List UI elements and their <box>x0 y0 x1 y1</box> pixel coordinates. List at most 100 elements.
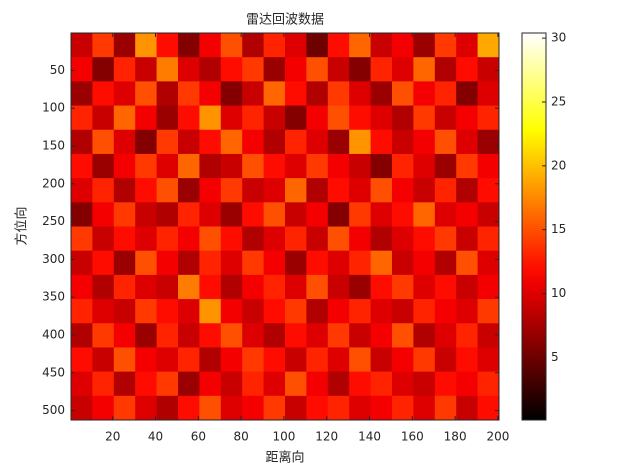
heatmap-cell <box>178 347 200 373</box>
y-tick-label: 450 <box>42 365 65 379</box>
heatmap-cell <box>220 81 243 107</box>
heatmap-cell <box>242 347 265 373</box>
heatmap-cell <box>327 57 350 82</box>
heatmap-cell <box>156 105 179 131</box>
colorbar-tick-label: 10 <box>551 286 566 300</box>
heatmap-cell <box>392 250 414 276</box>
heatmap-cell <box>71 57 93 82</box>
heatmap-cell <box>156 153 179 179</box>
heatmap-cell <box>220 274 243 300</box>
heatmap-cell <box>242 323 265 348</box>
heatmap-cell <box>220 153 243 179</box>
heatmap-cell <box>135 202 158 227</box>
heatmap-cell <box>113 250 136 276</box>
heatmap-cell <box>349 323 372 348</box>
heatmap-cell <box>242 250 265 276</box>
colorbar-tick-label: 30 <box>551 31 566 45</box>
heatmap-cell <box>456 81 479 107</box>
heatmap-cell <box>392 347 414 373</box>
heatmap-cell <box>285 57 307 82</box>
heatmap-cell <box>434 250 457 276</box>
heatmap-cell <box>178 81 200 107</box>
heatmap-cell <box>92 129 115 155</box>
heatmap-cell <box>434 299 457 324</box>
y-tick-label: 200 <box>42 176 65 190</box>
x-axis-label: 距离向 <box>265 450 304 466</box>
heatmap-cell <box>199 81 222 107</box>
heatmap-cell <box>306 178 329 203</box>
heatmap-cell <box>92 395 115 421</box>
x-tick-label: 60 <box>191 430 206 444</box>
heatmap-cell <box>434 347 457 373</box>
heatmap-cell <box>392 299 414 324</box>
heatmap-cell <box>477 274 500 300</box>
heatmap-cell <box>156 371 179 397</box>
heatmap-cell <box>456 105 479 131</box>
heatmap-cell <box>92 371 115 397</box>
heatmap-cell <box>135 153 158 179</box>
heatmap-cell <box>156 178 179 203</box>
heatmap-cell <box>263 105 286 131</box>
heatmap-cell <box>327 33 350 58</box>
heatmap-cell <box>242 105 265 131</box>
heatmap-cell <box>199 395 222 421</box>
heatmap-cell <box>306 299 329 324</box>
heatmap-cell <box>263 81 286 107</box>
y-tick-label: 350 <box>42 290 65 304</box>
heatmap-cell <box>349 153 372 179</box>
heatmap-cell <box>135 57 158 82</box>
heatmap-cell <box>242 153 265 179</box>
heatmap-cell <box>263 153 286 179</box>
heatmap-cell <box>327 178 350 203</box>
heatmap-cell <box>113 323 136 348</box>
heatmap-cell <box>477 33 500 58</box>
heatmap-cell <box>242 371 265 397</box>
heatmap <box>71 33 500 421</box>
heatmap-cell <box>349 347 372 373</box>
heatmap-cell <box>434 129 457 155</box>
heatmap-cell <box>327 371 350 397</box>
heatmap-cell <box>220 347 243 373</box>
heatmap-cell <box>285 299 307 324</box>
heatmap-cell <box>370 153 393 179</box>
heatmap-cell <box>413 153 436 179</box>
heatmap-cell <box>220 250 243 276</box>
heatmap-cell <box>349 81 372 107</box>
heatmap-cell <box>220 57 243 82</box>
heatmap-cell <box>434 274 457 300</box>
heatmap-cell <box>71 202 93 227</box>
heatmap-cell <box>456 395 479 421</box>
heatmap-cell <box>456 178 479 203</box>
heatmap-cell <box>220 178 243 203</box>
heatmap-cell <box>285 371 307 397</box>
y-tick-label: 150 <box>42 139 65 153</box>
heatmap-cell <box>456 323 479 348</box>
heatmap-cell <box>285 153 307 179</box>
heatmap-cell <box>370 57 393 82</box>
heatmap-cell <box>434 153 457 179</box>
heatmap-cell <box>135 395 158 421</box>
heatmap-cell <box>370 105 393 131</box>
heatmap-cell <box>392 129 414 155</box>
heatmap-cell <box>263 226 286 252</box>
heatmap-cell <box>392 33 414 58</box>
heatmap-cell <box>392 371 414 397</box>
heatmap-cell <box>113 57 136 82</box>
heatmap-cell <box>263 347 286 373</box>
heatmap-cell <box>392 81 414 107</box>
heatmap-cell <box>113 371 136 397</box>
heatmap-cell <box>456 153 479 179</box>
heatmap-cell <box>285 274 307 300</box>
heatmap-cell <box>477 129 500 155</box>
heatmap-cell <box>263 33 286 58</box>
heatmap-cell <box>306 371 329 397</box>
heatmap-cell <box>327 105 350 131</box>
heatmap-cell <box>220 202 243 227</box>
heatmap-cell <box>113 33 136 58</box>
heatmap-cell <box>178 153 200 179</box>
heatmap-cell <box>349 395 372 421</box>
heatmap-cell <box>220 323 243 348</box>
heatmap-cell <box>370 202 393 227</box>
heatmap-cell <box>156 299 179 324</box>
heatmap-cell <box>285 395 307 421</box>
